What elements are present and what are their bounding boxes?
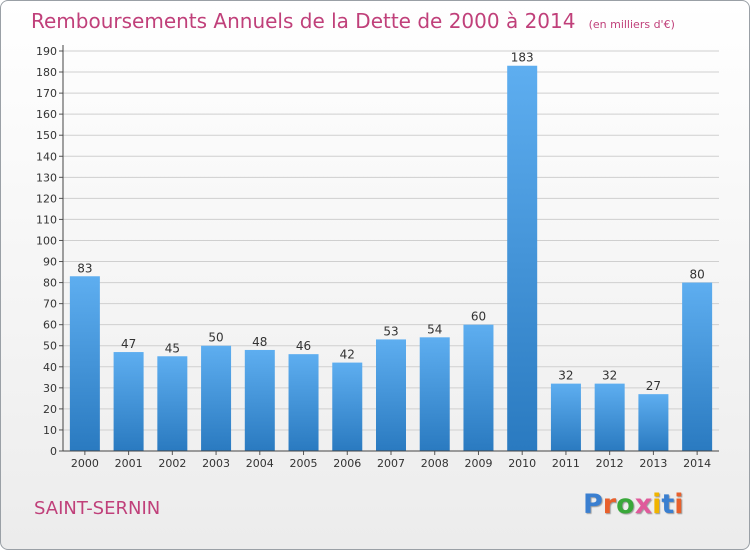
x-tick-label: 2011 <box>552 457 580 470</box>
bar-2004 <box>244 349 275 451</box>
bar-2007 <box>376 339 406 451</box>
y-tick-label: 40 <box>43 361 57 374</box>
x-tick-label: 2007 <box>377 457 405 470</box>
bar-2013 <box>638 394 669 451</box>
data-label: 54 <box>427 322 442 336</box>
data-label: 42 <box>340 348 355 362</box>
x-tick-label: 2009 <box>464 457 492 470</box>
y-tick-label: 120 <box>36 192 57 205</box>
bar-2006 <box>332 362 363 451</box>
data-label: 27 <box>646 379 661 393</box>
data-label: 83 <box>77 261 92 275</box>
y-tick-label: 150 <box>36 129 57 142</box>
data-label: 53 <box>383 324 398 338</box>
axes <box>62 45 719 452</box>
y-tick-label: 20 <box>43 403 57 416</box>
x-tick-label: 2003 <box>202 457 230 470</box>
y-tick-label: 80 <box>43 277 57 290</box>
y-tick-label: 100 <box>36 234 57 247</box>
x-tick-label: 2004 <box>246 457 274 470</box>
x-tick-label: 2008 <box>421 457 449 470</box>
x-tick-label: 2006 <box>333 457 361 470</box>
x-tick-label: 2001 <box>115 457 143 470</box>
bar-2000 <box>69 276 100 451</box>
data-label: 47 <box>121 337 136 351</box>
x-tick-label: 2010 <box>508 457 536 470</box>
y-tick-label: 130 <box>36 171 57 184</box>
y-tick-label: 30 <box>43 382 57 395</box>
data-label: 80 <box>689 268 704 282</box>
bars <box>69 65 713 451</box>
bar-2011 <box>550 383 581 451</box>
bar-2005 <box>288 354 319 451</box>
data-label: 46 <box>296 339 311 353</box>
data-label: 48 <box>252 335 267 349</box>
bar-2002 <box>157 356 188 451</box>
y-tick-label: 70 <box>43 298 57 311</box>
proxiti-logo: Proxiti <box>583 489 684 520</box>
y-tick-label: 170 <box>36 87 57 100</box>
y-tick-label: 140 <box>36 150 57 163</box>
x-tick-label: 2012 <box>596 457 624 470</box>
x-tick-label: 2002 <box>158 457 186 470</box>
bar-2008 <box>419 337 450 451</box>
bar-2014 <box>682 282 713 451</box>
y-tick-label: 160 <box>36 108 57 121</box>
y-tick-label: 110 <box>36 213 57 226</box>
y-tick-label: 90 <box>43 256 57 269</box>
x-tick-label: 2005 <box>290 457 318 470</box>
data-label: 32 <box>602 369 617 383</box>
title-row: Remboursements Annuels de la Dette de 20… <box>31 9 675 33</box>
y-tick-label: 190 <box>36 45 57 58</box>
data-label: 45 <box>165 341 180 355</box>
y-tick-label: 10 <box>43 424 57 437</box>
x-axis-ticks: 2000 2001 2002 2003 2004 2005 2006 2007 2008 2009… <box>71 451 711 470</box>
x-tick-label: 2014 <box>683 457 711 470</box>
y-tick-label: 180 <box>36 66 57 79</box>
bar-2003 <box>201 345 232 451</box>
y-axis-ticks: 0 10 20 30 40 50 60 70 80 90 100 110 120 130 140 150 160… <box>36 45 63 458</box>
y-tick-label: 50 <box>43 340 57 353</box>
y-tick-label: 0 <box>50 445 57 458</box>
data-label: 183 <box>511 51 534 65</box>
x-tick-label: 2000 <box>71 457 99 470</box>
data-label: 60 <box>471 310 486 324</box>
data-label: 32 <box>558 369 573 383</box>
bar-2001 <box>113 352 144 451</box>
bar-2010 <box>507 65 538 451</box>
chart-title: Remboursements Annuels de la Dette de 20… <box>31 9 576 33</box>
bar-2009 <box>463 324 494 451</box>
bar-2012 <box>594 383 625 451</box>
y-tick-label: 60 <box>43 319 57 332</box>
data-labels: 83 47 45 50 48 46 42 53 54 60 183 32 32 27 80 <box>77 51 705 393</box>
x-tick-label: 2013 <box>639 457 667 470</box>
chart-subtitle: (en milliers d'€) <box>588 18 675 31</box>
commune-name: SAINT-SERNIN <box>34 498 161 519</box>
data-label: 50 <box>208 331 223 345</box>
